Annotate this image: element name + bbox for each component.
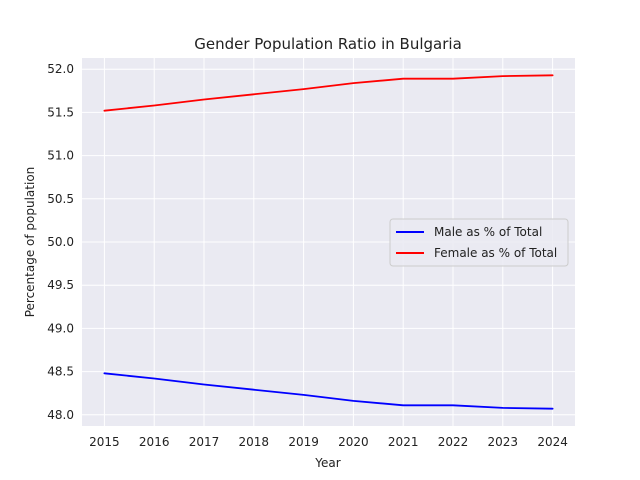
y-tick-label: 51.0: [47, 149, 74, 163]
series-line-male: [103, 372, 554, 410]
y-tick-label: 48.5: [47, 365, 74, 379]
y-tick-label: 48.0: [47, 408, 74, 422]
x-tick-label: 2024: [537, 435, 568, 449]
legend-box: [389, 218, 569, 267]
x-tick-label: 2015: [89, 435, 120, 449]
chart-title: Gender Population Ratio in Bulgaria: [194, 35, 462, 53]
legend: Male as % of Total Female as % of Total: [389, 218, 569, 267]
y-tick-label: 50.5: [47, 192, 74, 206]
x-tick-label: 2022: [438, 435, 469, 449]
x-axis-ticks: 2015 2016 2017 2018 2019 2020 2021 2022 2023 2024: [89, 435, 568, 449]
y-tick-label: 50.0: [47, 235, 74, 249]
y-tick-label: 51.5: [47, 105, 74, 119]
y-axis-ticks: 48.0 48.5 49.0 49.5 50.0 50.5 51.0 51.5 52.0: [47, 62, 74, 422]
y-tick-label: 52.0: [47, 62, 74, 76]
x-axis-label: Year: [314, 456, 340, 470]
series-line-female: [103, 74, 554, 112]
x-tick-label: 2016: [139, 435, 170, 449]
x-tick-label: 2019: [288, 435, 319, 449]
x-tick-label: 2021: [388, 435, 419, 449]
x-tick-label: 2018: [239, 435, 270, 449]
y-tick-label: 49.5: [47, 278, 74, 292]
series-layer: [103, 74, 554, 410]
x-tick-label: 2020: [338, 435, 369, 449]
legend-label: Female as % of Total: [434, 246, 557, 260]
y-axis-label: Percentage of population: [23, 167, 37, 318]
y-tick-label: 49.0: [47, 321, 74, 335]
x-tick-label: 2017: [189, 435, 220, 449]
legend-label: Male as % of Total: [434, 225, 542, 239]
x-tick-label: 2023: [488, 435, 519, 449]
